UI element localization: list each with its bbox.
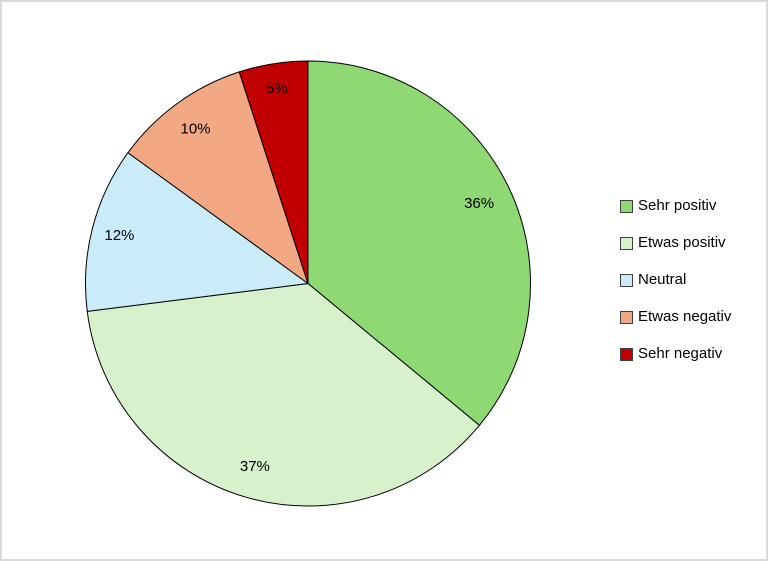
legend-label: Etwas positiv (638, 234, 726, 251)
pie-slice-neutral (85, 152, 309, 312)
legend-swatch-etwas-positiv (620, 236, 633, 250)
legend-swatch-sehr-negativ (620, 347, 633, 361)
legend-item-sehr-negativ: Sehr negativ (620, 346, 731, 362)
slice-label-sehr-negativ: 5% (266, 80, 288, 97)
pie-slice-sehr-negativ (238, 60, 309, 284)
legend-label: Sehr positiv (638, 197, 717, 214)
pie-slice-etwas-positiv (86, 283, 480, 507)
pie-slice-sehr-positiv (307, 60, 531, 426)
legend-item-etwas-negativ: Etwas negativ (620, 309, 731, 325)
pie-slice-etwas-negativ (127, 71, 309, 284)
slice-label-sehr-positiv: 36% (464, 195, 494, 212)
slice-label-etwas-positiv: 37% (240, 458, 270, 475)
legend-swatch-sehr-positiv (620, 199, 633, 213)
legend-item-neutral: Neutral (620, 272, 731, 288)
legend-item-sehr-positiv: Sehr positiv (620, 198, 731, 214)
legend-label: Neutral (638, 271, 687, 288)
legend-label: Sehr negativ (638, 345, 723, 362)
legend-item-etwas-positiv: Etwas positiv (620, 235, 731, 251)
chart-legend: Sehr positiv Etwas positiv Neutral Etwas ne… (620, 198, 731, 362)
slice-label-neutral: 12% (104, 227, 134, 244)
legend-swatch-neutral (620, 273, 633, 287)
legend-label: Etwas negativ (638, 308, 732, 325)
legend-swatch-etwas-negativ (620, 310, 633, 324)
slice-label-etwas-negativ: 10% (180, 121, 210, 138)
